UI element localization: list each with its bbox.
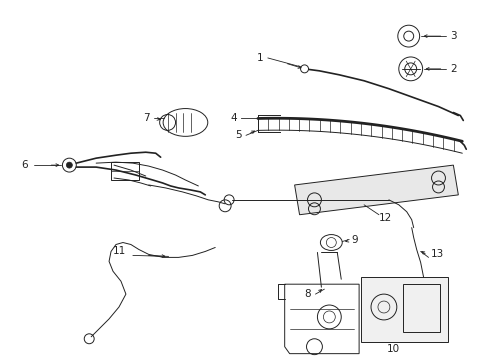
Text: 5: 5 — [235, 130, 241, 140]
Text: 12: 12 — [378, 213, 391, 223]
Text: 1: 1 — [256, 53, 263, 63]
Circle shape — [300, 65, 308, 73]
Polygon shape — [294, 165, 457, 215]
Bar — [360, 277, 447, 342]
Text: 9: 9 — [350, 234, 357, 244]
Text: 3: 3 — [449, 31, 456, 41]
Text: 6: 6 — [21, 160, 28, 170]
Text: 11: 11 — [113, 247, 126, 256]
Circle shape — [66, 162, 72, 168]
Bar — [402, 284, 440, 332]
Bar — [111, 162, 139, 180]
Text: 2: 2 — [449, 64, 456, 74]
Text: 4: 4 — [230, 113, 236, 123]
Text: 10: 10 — [386, 344, 400, 354]
Text: 7: 7 — [142, 113, 149, 123]
Text: 8: 8 — [304, 289, 310, 299]
Text: 13: 13 — [429, 249, 443, 260]
